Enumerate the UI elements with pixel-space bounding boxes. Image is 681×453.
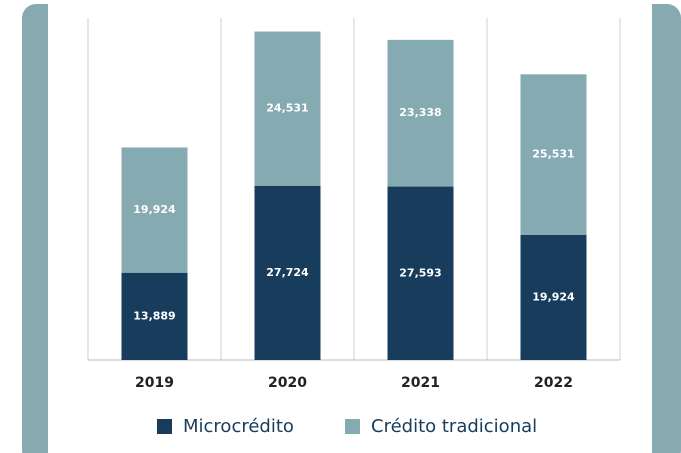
bar-segment bbox=[121, 147, 188, 273]
legend-swatch bbox=[157, 419, 172, 434]
x-tick-label: 2019 bbox=[135, 375, 174, 391]
x-tick-label: 2022 bbox=[534, 375, 573, 391]
bar-segment bbox=[520, 74, 587, 235]
legend-swatch bbox=[345, 419, 360, 434]
bar-segment bbox=[254, 31, 321, 186]
x-tick-label: 2020 bbox=[268, 375, 307, 391]
value-label: 19,924 bbox=[133, 203, 176, 216]
value-label: 13,889 bbox=[133, 309, 175, 322]
value-label: 27,724 bbox=[266, 266, 309, 279]
value-label: 27,593 bbox=[399, 266, 441, 279]
bar-segment bbox=[121, 272, 188, 360]
value-label: 19,924 bbox=[532, 290, 575, 303]
bar-segment bbox=[387, 39, 454, 187]
bar-segment bbox=[387, 186, 454, 360]
value-label: 25,531 bbox=[532, 148, 574, 161]
legend-label: Microcrédito bbox=[183, 416, 294, 437]
bar-segment bbox=[254, 185, 321, 360]
x-tick-label: 2021 bbox=[401, 375, 440, 391]
legend-label: Crédito tradicional bbox=[371, 416, 537, 437]
bar-segment bbox=[520, 234, 587, 360]
value-label: 24,531 bbox=[266, 102, 308, 115]
value-label: 23,338 bbox=[399, 106, 441, 119]
